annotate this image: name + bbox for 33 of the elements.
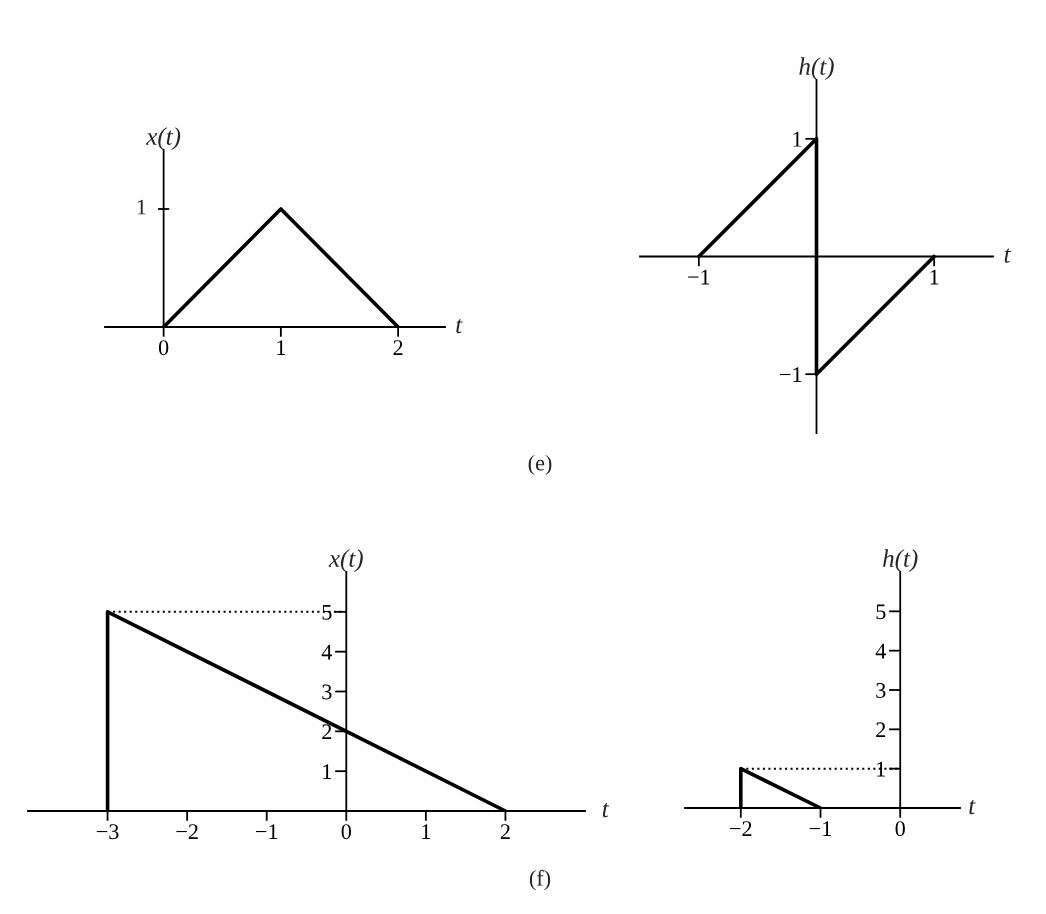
x-tick-label: −3 — [96, 824, 119, 840]
text: (f) — [529, 869, 551, 891]
x-axis-title: t — [1004, 248, 1012, 263]
x-tick-label: 0 — [895, 821, 905, 837]
y-tick-label: 2 — [876, 722, 886, 738]
y-tick-label: 2 — [322, 724, 332, 740]
x-axis-title: t — [456, 318, 463, 334]
y-tick-label: 3 — [876, 682, 886, 698]
y-tick-label: 1 — [877, 761, 885, 777]
text: (e) — [528, 454, 552, 476]
x-tick-label: 2 — [500, 824, 510, 839]
x-tick-label: −2 — [730, 821, 752, 836]
y-axis-title: x(t) — [145, 127, 181, 150]
annotation: 1 — [137, 199, 146, 215]
y-axis-title: h(t) — [799, 57, 834, 80]
x-tick-label: 1 — [277, 340, 286, 355]
y-tick-label: 4 — [875, 643, 886, 659]
x-tick-label: 2 — [393, 340, 403, 355]
x-tick-label: 0 — [158, 340, 169, 356]
x-axis-title: t — [602, 802, 610, 818]
x-tick-label: −1 — [809, 821, 831, 836]
y-tick-label: 4 — [321, 644, 333, 660]
x-tick-label: 0 — [341, 824, 351, 840]
x-tick-label: 1 — [422, 824, 431, 839]
y-tick-label: 3 — [322, 684, 332, 700]
y-tick-label: 5 — [876, 604, 886, 620]
y-tick-label: 5 — [322, 604, 332, 620]
y-tick-label: 1 — [323, 764, 332, 779]
x-axis-title: t — [969, 799, 976, 815]
y-axis-title: x(t) — [328, 549, 363, 572]
x-tick-label: −2 — [176, 824, 198, 839]
y-axis-title: h(t) — [883, 549, 918, 572]
x-tick-label: −1 — [256, 824, 278, 839]
